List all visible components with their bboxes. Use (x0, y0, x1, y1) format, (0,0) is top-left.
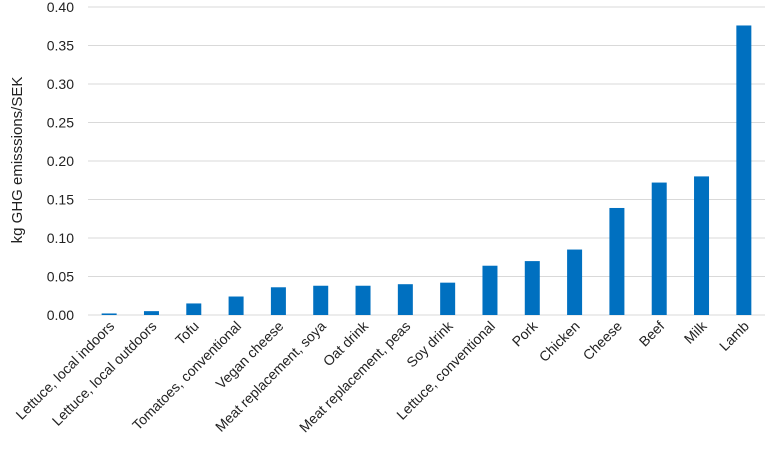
bar (609, 207, 625, 315)
bar (397, 284, 413, 315)
bar (651, 182, 667, 315)
bar (567, 249, 583, 315)
bar (186, 303, 202, 315)
bar (736, 25, 752, 315)
bar (143, 311, 159, 315)
gridlines (88, 6, 765, 316)
y-tick-label: 0.10 (47, 230, 74, 246)
y-tick-label: 0.40 (47, 0, 74, 15)
y-tick-label: 0.25 (47, 115, 74, 131)
x-tick-label: Milk (681, 317, 711, 347)
y-tick-label: 0.05 (47, 269, 74, 285)
y-tick-label: 0.00 (47, 307, 74, 323)
bar (313, 285, 329, 315)
y-axis-ticks: 0.00 0.05 0.10 0.15 0.20 0.25 0.30 0.35 0.40 (47, 0, 74, 323)
bar (482, 265, 498, 315)
y-axis-title: kg GHG emisssions/SEK (9, 77, 26, 244)
x-tick-label: Beef (636, 318, 668, 350)
bar (355, 285, 371, 315)
y-tick-label: 0.20 (47, 153, 74, 169)
bar (524, 261, 540, 315)
y-tick-label: 0.30 (47, 76, 74, 92)
x-tick-label: Pork (509, 317, 541, 349)
x-tick-label: Cheese (580, 318, 626, 364)
x-tick-label: Lamb (716, 318, 752, 354)
bar (101, 313, 117, 315)
bar (270, 287, 286, 315)
y-tick-label: 0.15 (47, 192, 74, 208)
x-tick-label: Chicken (536, 318, 583, 365)
y-tick-label: 0.35 (47, 38, 74, 54)
bar (440, 282, 456, 315)
bar (228, 296, 244, 315)
bars (101, 25, 752, 315)
bar (694, 176, 710, 315)
x-tick-label: Tofu (172, 318, 202, 348)
